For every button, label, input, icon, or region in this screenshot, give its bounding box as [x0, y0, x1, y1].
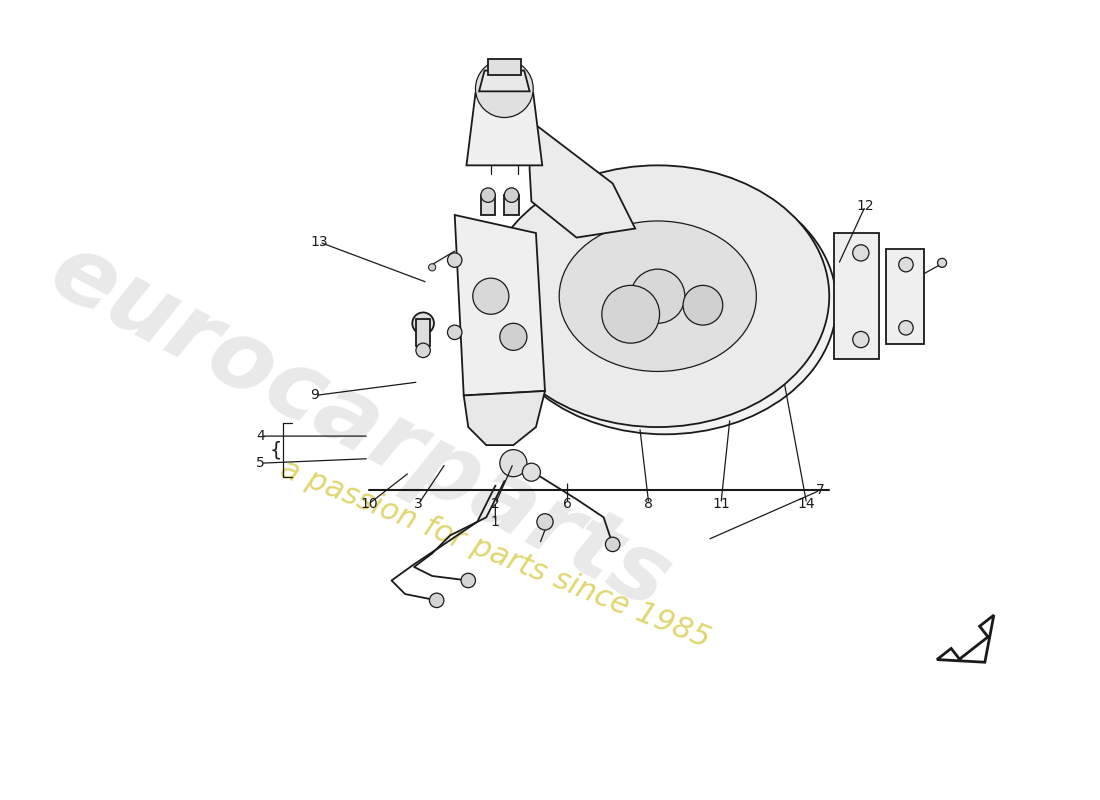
- Ellipse shape: [494, 173, 836, 434]
- Circle shape: [605, 537, 620, 552]
- Bar: [488, 59, 520, 75]
- Ellipse shape: [559, 221, 757, 371]
- Text: 14: 14: [798, 497, 815, 510]
- Circle shape: [683, 286, 723, 325]
- Polygon shape: [480, 70, 529, 91]
- Polygon shape: [937, 615, 994, 662]
- Bar: [481, 195, 495, 215]
- Text: 5: 5: [256, 456, 265, 470]
- Circle shape: [522, 463, 540, 482]
- Text: 11: 11: [712, 497, 729, 510]
- Circle shape: [852, 245, 869, 261]
- Text: 3: 3: [415, 497, 424, 510]
- Circle shape: [461, 574, 475, 588]
- Text: 7: 7: [816, 483, 825, 498]
- Text: 2: 2: [491, 497, 499, 510]
- Ellipse shape: [486, 166, 829, 427]
- Circle shape: [852, 331, 869, 348]
- Text: 1: 1: [491, 515, 499, 529]
- Circle shape: [499, 323, 527, 350]
- Text: a passion for parts since 1985: a passion for parts since 1985: [276, 454, 715, 654]
- Circle shape: [429, 264, 436, 271]
- Circle shape: [448, 325, 462, 339]
- Circle shape: [899, 321, 913, 335]
- Circle shape: [630, 269, 685, 323]
- Circle shape: [602, 286, 660, 343]
- Circle shape: [429, 593, 444, 607]
- Text: 10: 10: [360, 497, 377, 510]
- Text: 13: 13: [310, 235, 328, 249]
- Circle shape: [499, 450, 527, 477]
- Circle shape: [473, 278, 509, 314]
- Circle shape: [481, 188, 495, 202]
- Circle shape: [537, 514, 553, 530]
- Text: {: {: [270, 440, 283, 459]
- Bar: [416, 318, 430, 346]
- Polygon shape: [454, 215, 544, 395]
- Text: 9: 9: [310, 389, 319, 402]
- Circle shape: [899, 258, 913, 272]
- Circle shape: [937, 258, 947, 267]
- Text: 8: 8: [645, 497, 653, 510]
- Text: eurocarparts: eurocarparts: [34, 225, 685, 630]
- Circle shape: [416, 343, 430, 358]
- Text: 12: 12: [857, 199, 874, 213]
- Circle shape: [448, 253, 462, 267]
- Text: 6: 6: [563, 497, 572, 510]
- Circle shape: [475, 60, 534, 118]
- Polygon shape: [887, 249, 924, 343]
- Polygon shape: [464, 391, 544, 445]
- Circle shape: [505, 188, 519, 202]
- Circle shape: [412, 313, 434, 334]
- Polygon shape: [466, 93, 542, 166]
- Polygon shape: [834, 233, 879, 359]
- Bar: [505, 195, 519, 215]
- Polygon shape: [529, 120, 635, 238]
- Text: 4: 4: [256, 429, 265, 443]
